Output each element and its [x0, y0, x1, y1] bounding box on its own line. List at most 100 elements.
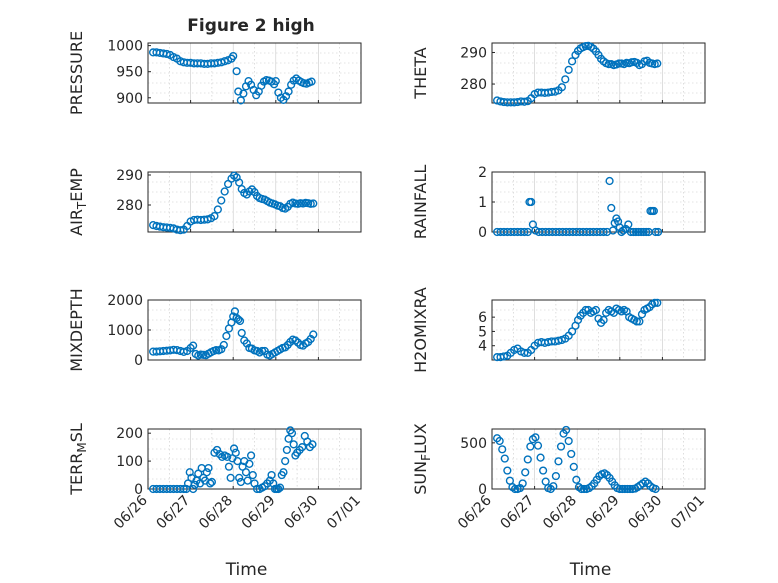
data-point — [653, 298, 662, 307]
data-point — [500, 454, 509, 463]
data-point — [222, 331, 231, 341]
x-tick-label: 06/27 — [154, 493, 194, 533]
axes-box — [147, 428, 362, 490]
data-point — [220, 187, 229, 196]
data-point — [309, 199, 318, 208]
grid-lines — [148, 172, 361, 232]
y-tick-label: 500 — [460, 436, 487, 452]
data-point — [523, 455, 532, 464]
subplot-rainfall: 0 1 2 RAINFALL — [411, 165, 706, 241]
data-point — [239, 89, 248, 98]
y-axis-label: SUNFLUX — [411, 423, 433, 495]
data-point — [637, 310, 647, 319]
x-tick-label: 06/26 — [455, 492, 495, 532]
grid-lines — [148, 43, 361, 103]
y-axis-label: MIXDEPTH — [67, 288, 86, 371]
axes-box — [491, 428, 706, 490]
y-axis-label: AIRTEMP — [67, 168, 89, 236]
data-point — [503, 466, 512, 475]
data-point — [257, 81, 266, 90]
data-point — [210, 212, 219, 221]
x-tick-label: 06/30 — [625, 493, 665, 533]
y-tick-label: 0 — [478, 482, 487, 498]
grid-lines — [492, 172, 705, 232]
data-point — [229, 444, 239, 453]
data-point — [217, 345, 226, 354]
data-point — [307, 77, 316, 86]
data-point — [309, 330, 318, 339]
axes-box — [491, 42, 706, 104]
data-point — [234, 87, 243, 96]
y-tick-label: 5 — [478, 324, 487, 340]
data-point — [241, 468, 251, 477]
data-point — [651, 484, 660, 494]
data-point — [556, 442, 566, 451]
data-point — [246, 451, 256, 460]
y-tick-label: 290 — [460, 45, 487, 61]
data-series — [149, 307, 318, 360]
data-point — [306, 334, 315, 344]
data-point — [527, 197, 536, 207]
data-point — [274, 484, 283, 494]
x-tick-label: 06/28 — [196, 493, 236, 533]
data-point — [226, 473, 235, 482]
data-point — [650, 298, 659, 307]
data-point — [495, 436, 504, 446]
y-tick-label: 4 — [478, 339, 487, 355]
subplot-h2omixra: 456 H2OMIXRA — [411, 287, 706, 373]
data-point — [207, 477, 217, 487]
data-point — [599, 227, 608, 237]
x-tick-label: 06/27 — [498, 493, 538, 533]
data-point — [279, 468, 288, 477]
y-axis-label: RAINFALL — [411, 165, 430, 240]
data-point — [623, 484, 632, 494]
data-point — [573, 315, 583, 325]
data-point — [520, 97, 529, 106]
data-point — [636, 227, 646, 237]
data-point — [564, 65, 573, 74]
data-point — [654, 227, 663, 237]
subplot-air-temp: 280 290 AIRTEMP — [67, 168, 362, 236]
data-point — [220, 57, 229, 66]
data-point — [298, 443, 307, 452]
x-tick-label: 06/30 — [281, 493, 321, 533]
axes-box — [491, 299, 706, 361]
data-series — [493, 425, 660, 494]
data-point — [275, 483, 285, 492]
grid-lines — [148, 429, 361, 489]
data-point — [176, 484, 185, 494]
data-point — [572, 475, 581, 484]
data-point — [567, 449, 576, 459]
data-point — [185, 468, 194, 477]
data-point — [653, 59, 662, 68]
data-point — [518, 479, 527, 488]
data-point — [549, 482, 558, 491]
data-point — [267, 77, 276, 86]
y-tick-label: 100 — [116, 454, 143, 470]
data-point — [649, 206, 658, 216]
data-series — [493, 41, 662, 107]
grid-lines — [492, 429, 705, 489]
data-point — [235, 473, 244, 482]
data-point — [224, 462, 234, 471]
data-point — [267, 470, 276, 480]
data-point — [212, 445, 222, 455]
y-tick-label: 290 — [116, 168, 143, 184]
data-series — [149, 171, 318, 235]
y-tick-label: 280 — [116, 198, 143, 214]
y-tick-label: 950 — [116, 65, 143, 81]
data-point — [243, 476, 252, 485]
data-point — [248, 470, 257, 480]
subplot-theta: 280 290 THETA — [411, 41, 706, 107]
data-point — [624, 220, 633, 229]
data-point — [281, 343, 290, 352]
data-point — [498, 445, 507, 454]
data-series — [493, 298, 662, 362]
data-point — [539, 466, 548, 475]
data-point — [217, 196, 226, 205]
y-tick-label: 280 — [460, 77, 487, 93]
data-point — [287, 429, 297, 438]
y-tick-label: 2000 — [107, 293, 143, 309]
data-point — [557, 83, 566, 92]
axes-box — [147, 171, 362, 233]
